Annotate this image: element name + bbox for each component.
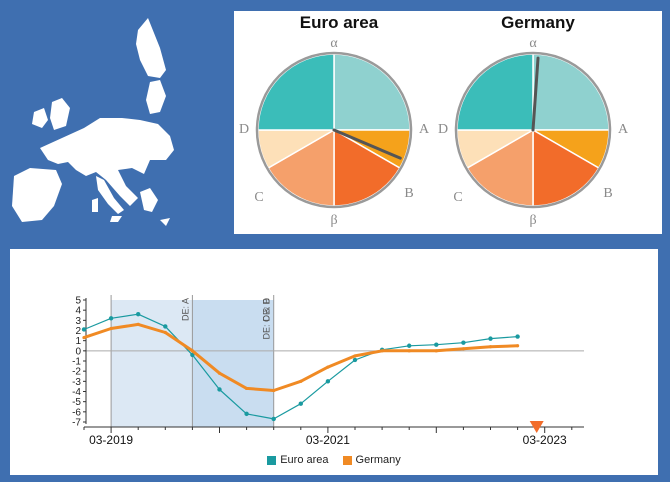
germany-point bbox=[516, 344, 520, 348]
germany-point bbox=[434, 349, 438, 353]
y-tick-label: 2 bbox=[75, 326, 81, 337]
y-tick-label: 0 bbox=[75, 346, 81, 357]
legend-item-germany[interactable]: Germany bbox=[342, 454, 401, 466]
germany-clock-svg: α A Bβ C D bbox=[438, 36, 629, 228]
germany-point bbox=[488, 345, 493, 349]
europe-map-shape bbox=[12, 18, 174, 226]
euro-area-point bbox=[434, 342, 439, 347]
phase-label-a: A bbox=[618, 122, 629, 137]
germany-point bbox=[217, 371, 222, 375]
euro-area-point bbox=[136, 312, 141, 317]
x-tick-label: 03-2023 bbox=[523, 433, 567, 447]
euro-area-point bbox=[217, 387, 222, 392]
clock-title: Germany bbox=[501, 13, 575, 32]
clock-hand bbox=[332, 128, 402, 160]
phase-label-b: B bbox=[603, 186, 612, 201]
clock-title: Euro area bbox=[299, 13, 379, 32]
phase-band-label: DE: C & D bbox=[262, 298, 272, 340]
euro-area-point bbox=[163, 324, 168, 329]
euro-area-point bbox=[461, 340, 466, 345]
germany-point bbox=[461, 347, 465, 351]
germany-point bbox=[245, 386, 249, 391]
phase-sector bbox=[456, 53, 534, 131]
phase-sector bbox=[257, 53, 335, 131]
phase-label-c: C bbox=[254, 190, 263, 205]
germany-point bbox=[326, 365, 330, 369]
x-tick-label: 03-2019 bbox=[89, 433, 133, 447]
current-period-marker bbox=[529, 421, 544, 433]
y-tick-label: 4 bbox=[75, 306, 81, 317]
euro-area-point bbox=[271, 416, 276, 422]
chart-legend: Euro area Germany bbox=[10, 454, 658, 466]
y-tick-label: -1 bbox=[72, 357, 81, 368]
y-tick-label: -3 bbox=[72, 377, 81, 388]
euro-area-point bbox=[298, 401, 303, 406]
y-tick-label: 5 bbox=[75, 296, 81, 307]
phase-label-d: D bbox=[438, 122, 448, 137]
euro-area-point bbox=[352, 357, 358, 363]
euro-area-point bbox=[81, 327, 87, 332]
phase-label-a: A bbox=[419, 122, 430, 137]
euro-area-point bbox=[515, 334, 520, 339]
phase-band-label: DE: B bbox=[262, 298, 272, 322]
phase-label-beta: β bbox=[529, 213, 536, 228]
y-tick-label: 3 bbox=[75, 316, 81, 327]
phase-sector bbox=[333, 53, 411, 131]
legend-swatch bbox=[267, 455, 277, 465]
legend-label: Euro area bbox=[280, 454, 329, 466]
y-tick-label: -5 bbox=[72, 397, 81, 408]
clock-rim bbox=[454, 51, 612, 209]
euro-area-point bbox=[407, 343, 412, 348]
germany-point bbox=[163, 330, 167, 335]
germany-point bbox=[190, 349, 194, 353]
phase-label-alpha: α bbox=[330, 36, 338, 51]
euro-area-point bbox=[325, 379, 331, 384]
legend-label: Germany bbox=[355, 454, 401, 466]
phase-band bbox=[111, 300, 193, 427]
y-tick-label: -4 bbox=[72, 387, 81, 398]
euro-area-point bbox=[488, 336, 493, 341]
germany-point bbox=[272, 388, 276, 393]
phase-label-b: B bbox=[404, 186, 413, 201]
y-tick-label: -7 bbox=[72, 418, 81, 429]
germany-point bbox=[136, 322, 140, 326]
germany-point bbox=[109, 326, 113, 331]
y-tick-label: -2 bbox=[72, 367, 81, 378]
y-tick-label: 1 bbox=[75, 336, 81, 347]
phase-label-d: D bbox=[239, 122, 249, 137]
euro-area-clock-svg: α A Bβ C D bbox=[239, 36, 430, 228]
phase-label-c: C bbox=[453, 190, 462, 205]
germany-point bbox=[353, 354, 357, 358]
x-tick-label: 03-2021 bbox=[306, 433, 350, 447]
phase-band-label: DE: A bbox=[180, 298, 190, 321]
europe-map bbox=[0, 0, 230, 240]
legend-swatch bbox=[342, 455, 352, 465]
germany-point bbox=[82, 336, 86, 340]
clock-hand bbox=[531, 56, 540, 132]
time-series-panel: DE: A DE: B DE: C & D 5 4 3 2 1 0 -1 -2 -3 -4 -5 -6 -7 0… bbox=[10, 249, 658, 475]
germany-point bbox=[380, 349, 384, 353]
euro-area-point bbox=[108, 316, 114, 321]
phase-label-alpha: α bbox=[529, 36, 537, 51]
legend-item-euro-area[interactable]: Euro area bbox=[267, 454, 329, 466]
germany-point bbox=[299, 379, 303, 383]
phase-sector bbox=[532, 53, 610, 131]
germany-point bbox=[407, 349, 411, 353]
clock-rim bbox=[255, 51, 413, 209]
phase-label-beta: β bbox=[330, 213, 337, 228]
euro-area-point bbox=[244, 411, 249, 417]
y-tick-label: -6 bbox=[72, 407, 81, 418]
euro-area-point bbox=[190, 352, 195, 358]
